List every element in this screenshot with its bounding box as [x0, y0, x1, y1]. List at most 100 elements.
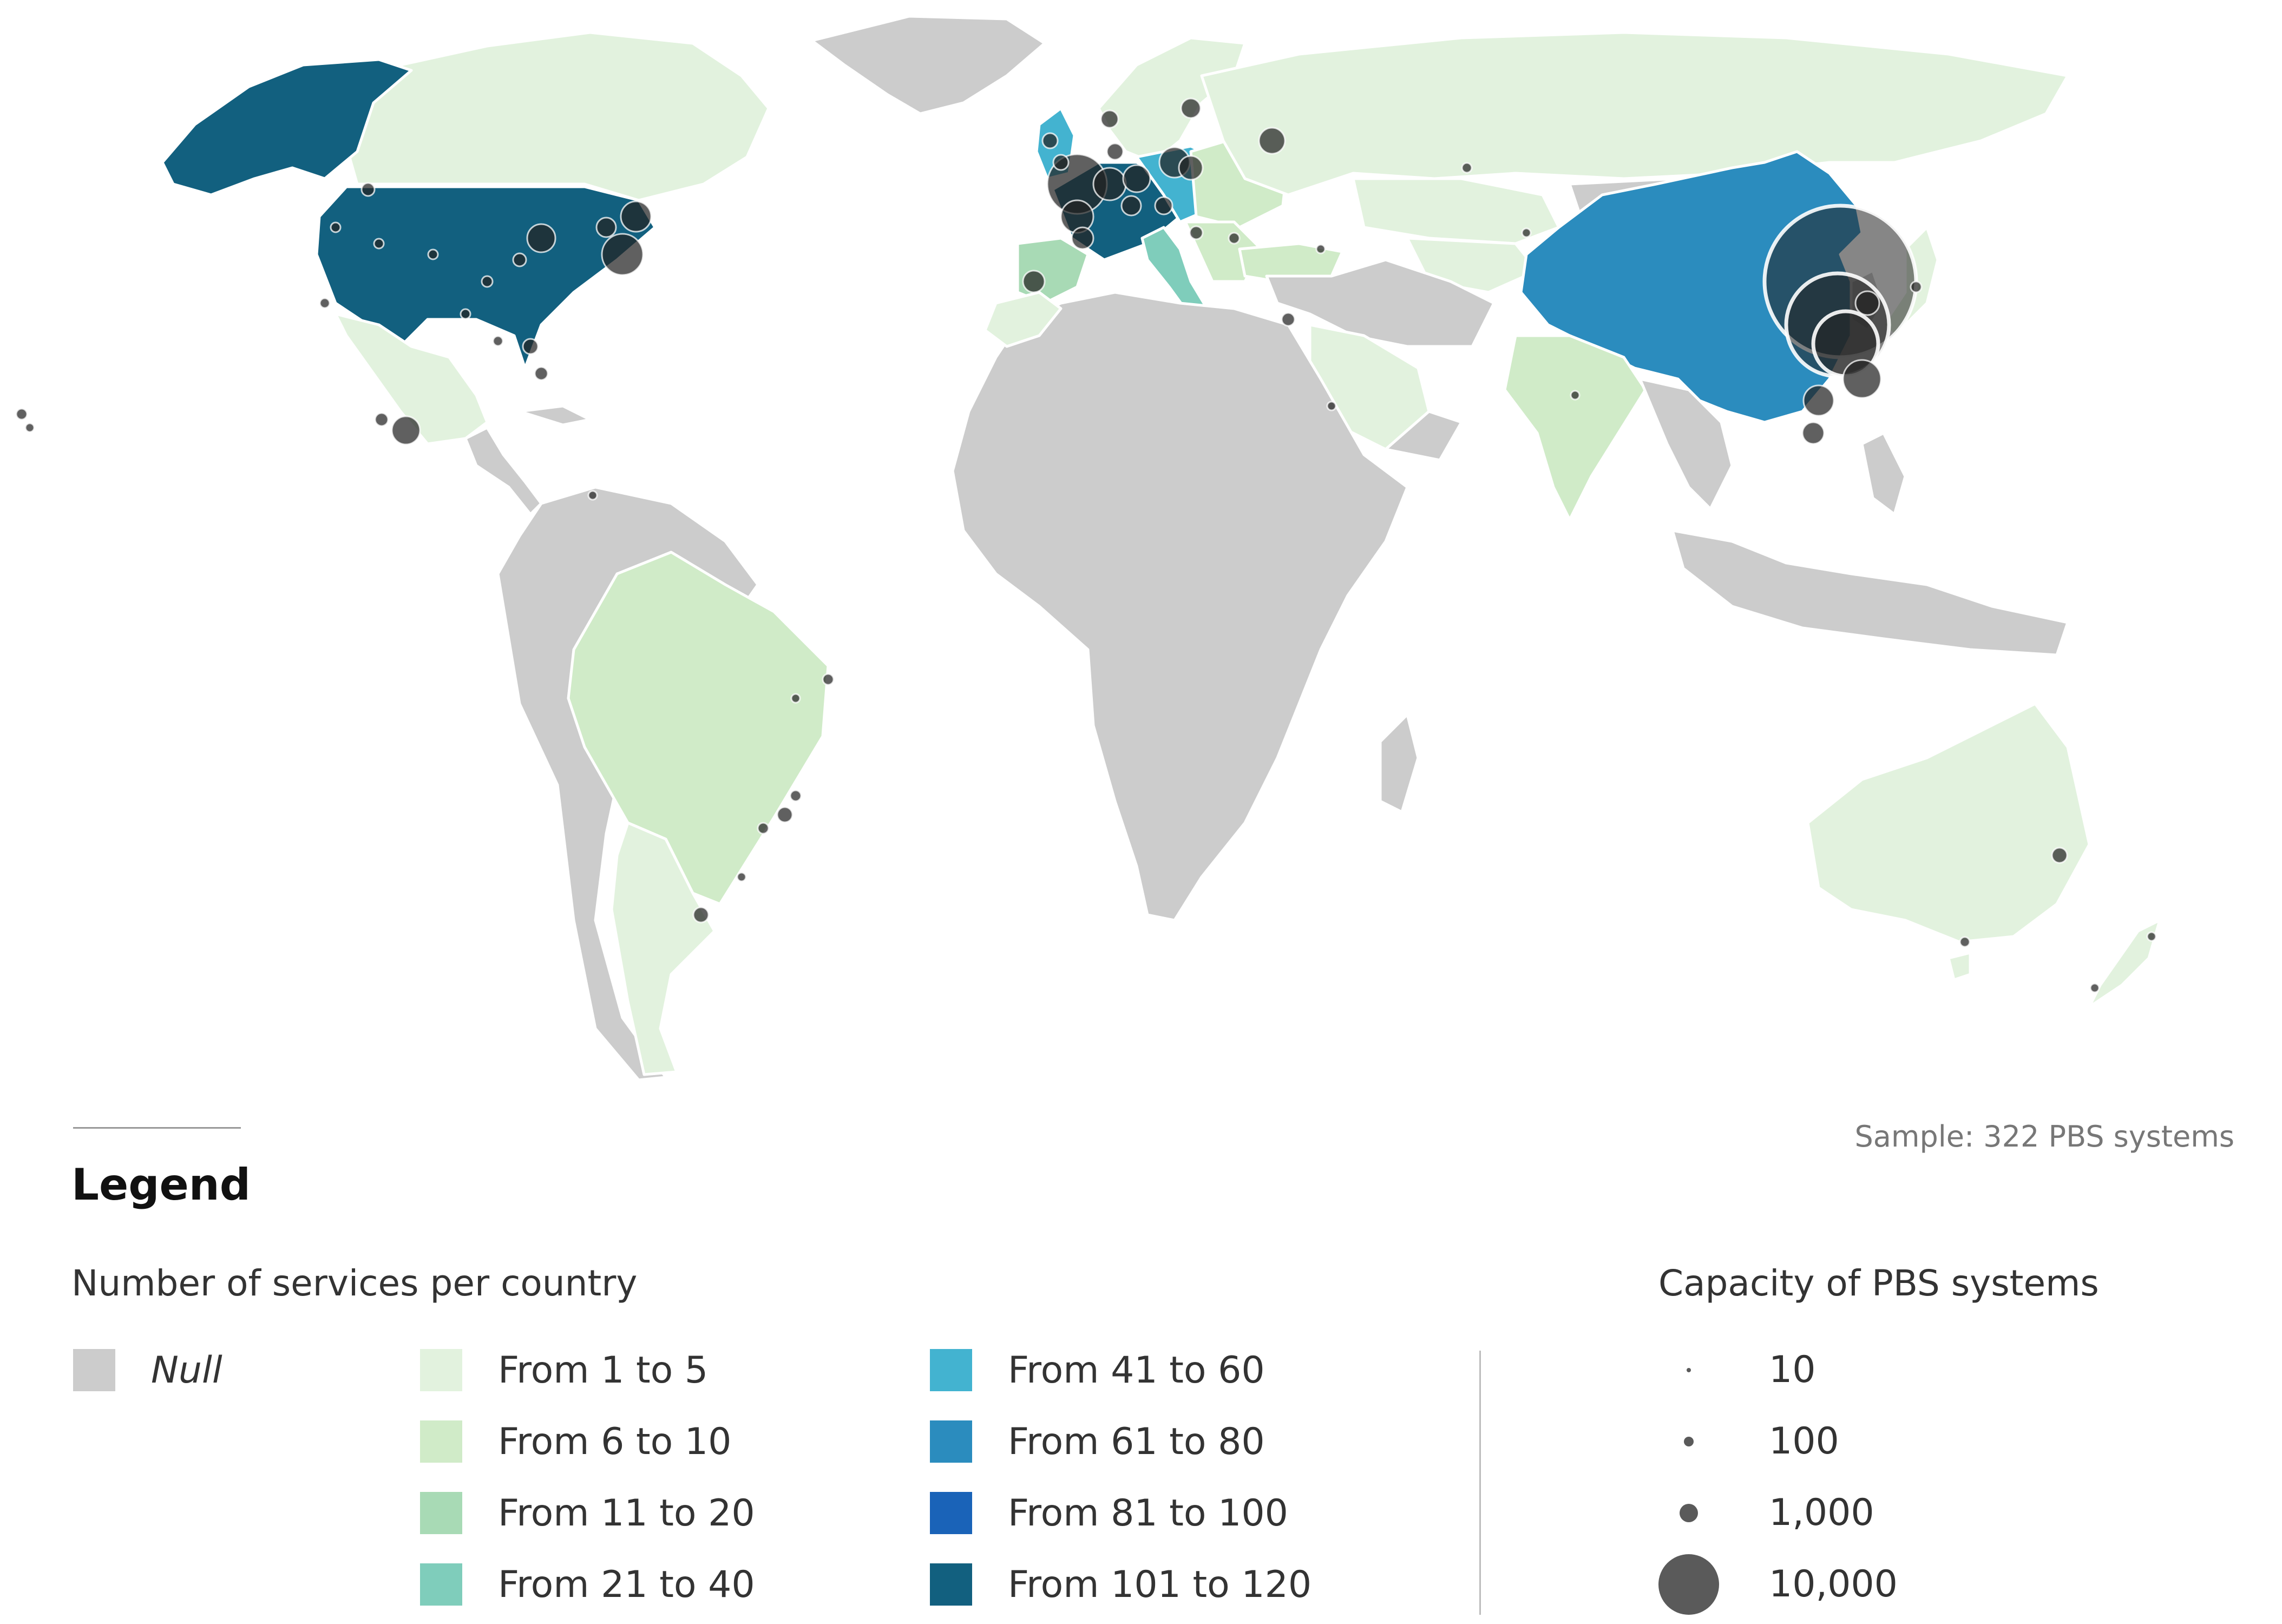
pbs-bubble [1100, 109, 1119, 129]
brazil [567, 551, 830, 906]
pbs-bubble [587, 490, 598, 501]
pbs-bubble [526, 223, 556, 253]
pbs-bubble [692, 906, 710, 924]
legend-swatch [73, 1349, 115, 1391]
middle-east [1265, 258, 1496, 348]
pbs-bubble [24, 422, 35, 433]
legend-swatch [930, 1492, 972, 1534]
argentina [610, 821, 716, 1076]
legend-title: Legend [71, 1160, 251, 1210]
pbs-bubble [2089, 983, 2100, 993]
legend-label: From 21 to 40 [498, 1563, 755, 1606]
pbs-bubble [1959, 936, 1971, 948]
services-legend-title: Number of services per country [71, 1262, 638, 1304]
legend-label: From 11 to 20 [498, 1491, 755, 1535]
pbs-bubble [1022, 270, 1046, 293]
pbs-bubble [1041, 132, 1059, 149]
legend-label: Null [151, 1348, 222, 1392]
new-zealand [2088, 919, 2161, 1009]
mexico [334, 312, 489, 446]
alaska [161, 58, 413, 197]
pbs-bubble [1178, 155, 1204, 181]
legend-item-101-120: From 101 to 120 [930, 1563, 1312, 1606]
legend-swatch [420, 1492, 462, 1534]
pbs-bubble [2146, 931, 2157, 942]
capacity-dot [1658, 1554, 1719, 1615]
pbs-bubble [534, 366, 549, 381]
legend-divider-line [73, 1127, 241, 1129]
pbs-bubble [1122, 164, 1151, 193]
pbs-bubble [757, 822, 770, 835]
legend-swatch [420, 1349, 462, 1391]
pbs-bubble [391, 415, 421, 446]
legend-item-61-80: From 61 to 80 [930, 1420, 1265, 1463]
yemen-oman [1384, 410, 1463, 462]
morocco [983, 291, 1063, 348]
pbs-bubble [1154, 196, 1173, 215]
legend-swatch [420, 1420, 462, 1463]
pbs-bubble [822, 673, 835, 686]
pbs-bubble [1106, 142, 1124, 161]
pbs-bubble [15, 408, 28, 421]
pbs-bubble [2051, 847, 2068, 864]
capacity-legend-title: Capacity of PBS systems [1658, 1262, 2099, 1304]
pbs-bubble [360, 182, 376, 197]
legend-label: From 6 to 10 [498, 1420, 732, 1463]
pbs-bubble [1521, 227, 1532, 238]
legend-item-1-5: From 1 to 5 [420, 1348, 708, 1392]
india [1503, 334, 1647, 521]
pbs-bubble [1052, 154, 1070, 171]
capacity-label: 100 [1769, 1420, 1839, 1463]
greenland [810, 15, 1046, 115]
pbs-bubble [1071, 226, 1094, 250]
pbs-bubble [1120, 195, 1142, 217]
legend-separator [1479, 1351, 1481, 1615]
sample-note: Sample: 322 PBS systems [1854, 1119, 2234, 1154]
pbs-bubble [1189, 225, 1204, 240]
capacity-label: 10,000 [1769, 1563, 1898, 1606]
pbs-bubble [620, 200, 652, 233]
capacity-dot [1684, 1437, 1694, 1446]
pbs-bubble [1092, 167, 1127, 201]
pbs-bubble [776, 806, 794, 823]
legend-item-21-40: From 21 to 40 [420, 1563, 755, 1606]
capacity-label: 1,000 [1769, 1491, 1874, 1534]
pbs-bubble [319, 297, 331, 309]
pbs-bubble [601, 233, 644, 276]
pbs-bubble [1228, 232, 1241, 245]
canada [345, 31, 770, 202]
pbs-bubble [736, 872, 747, 882]
legend-label: From 101 to 120 [1008, 1563, 1312, 1606]
legend-item-null: Null [73, 1348, 222, 1392]
central-america [464, 426, 543, 516]
russia [1200, 31, 2069, 197]
capacity-dot [1680, 1504, 1698, 1522]
kazakhstan [1352, 177, 1560, 245]
pbs-bubble [374, 412, 389, 427]
pbs-bubble [427, 248, 439, 260]
pbs-bubble [512, 252, 527, 267]
pbs-bubble [1570, 390, 1581, 401]
legend-swatch [420, 1563, 462, 1606]
southeast-asia [1638, 377, 1734, 510]
pbs-bubble [460, 308, 471, 320]
cuba [518, 404, 592, 427]
pbs-bubble [1258, 127, 1286, 155]
pbs-bubble [1461, 162, 1473, 174]
tasmania [1947, 951, 1972, 981]
scandinavia [1097, 36, 1247, 164]
pbs-bubble [1854, 290, 1880, 316]
madagascar [1379, 713, 1420, 814]
legend-item-11-20: From 11 to 20 [420, 1491, 755, 1535]
pbs-bubble [1801, 421, 1825, 445]
legend-label: From 61 to 80 [1008, 1420, 1265, 1463]
pbs-bubble [1315, 244, 1326, 254]
pbs-bubble [790, 693, 801, 704]
legend-label: From 1 to 5 [498, 1348, 709, 1392]
pbs-bubble [481, 275, 494, 288]
pbs-bubble [1802, 384, 1835, 417]
legend-label: From 41 to 60 [1008, 1348, 1265, 1392]
pbs-bubble [373, 238, 385, 250]
australia [1806, 702, 2091, 944]
legend-item-41-60: From 41 to 60 [930, 1348, 1265, 1392]
